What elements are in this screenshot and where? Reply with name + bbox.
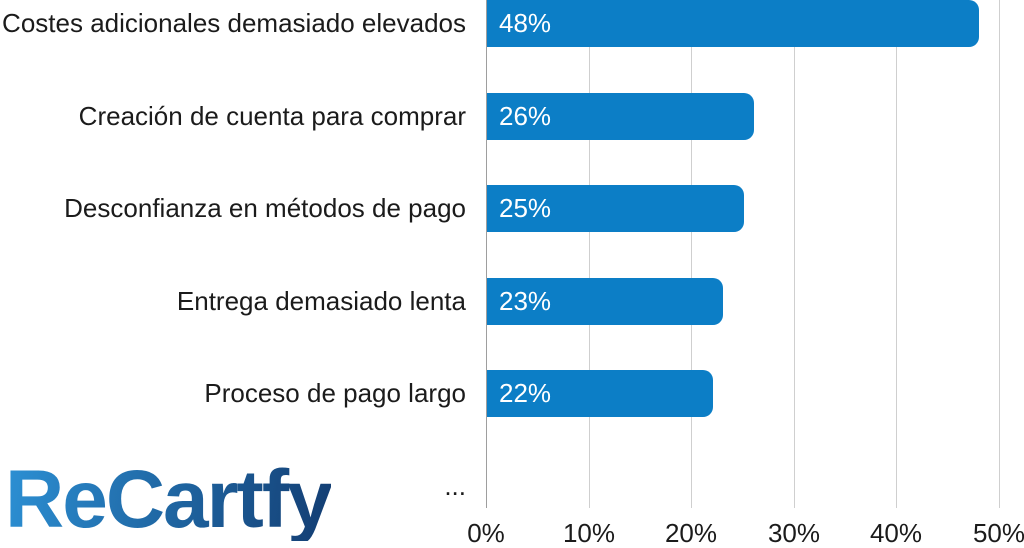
bar-value-label: 22%: [499, 378, 552, 408]
bar: 25%: [487, 185, 744, 232]
bar-value-label: 23%: [499, 286, 552, 316]
x-tick-label: 10%: [562, 518, 616, 548]
bar: 26%: [487, 93, 754, 140]
gridline: [999, 0, 1000, 508]
category-label: Entrega demasiado lenta: [176, 286, 466, 316]
gridline: [589, 0, 590, 508]
recartfy-logo: ReCartfy: [5, 454, 333, 545]
truncated-category-label: ...: [444, 471, 466, 501]
x-tick-label: 20%: [664, 518, 718, 548]
x-tick-label: 50%: [972, 518, 1024, 548]
gridline: [794, 0, 795, 508]
category-label: Costes adicionales demasiado elevados: [2, 8, 466, 38]
bar: 22%: [487, 370, 713, 417]
bar: 23%: [487, 278, 723, 325]
bar: 48%: [487, 0, 979, 47]
x-tick-label: 0%: [467, 518, 505, 548]
category-label: Proceso de pago largo: [204, 378, 466, 408]
bar-value-label: 26%: [499, 101, 552, 131]
category-label: Desconfianza en métodos de pago: [64, 193, 466, 223]
x-tick-label: 40%: [869, 518, 923, 548]
bar-value-label: 25%: [499, 193, 552, 223]
gridline: [896, 0, 897, 508]
y-axis-line: [486, 0, 487, 508]
category-label: Creación de cuenta para comprar: [78, 101, 466, 131]
bar-value-label: 48%: [499, 8, 552, 38]
x-tick-label: 30%: [767, 518, 821, 548]
gridline: [691, 0, 692, 508]
